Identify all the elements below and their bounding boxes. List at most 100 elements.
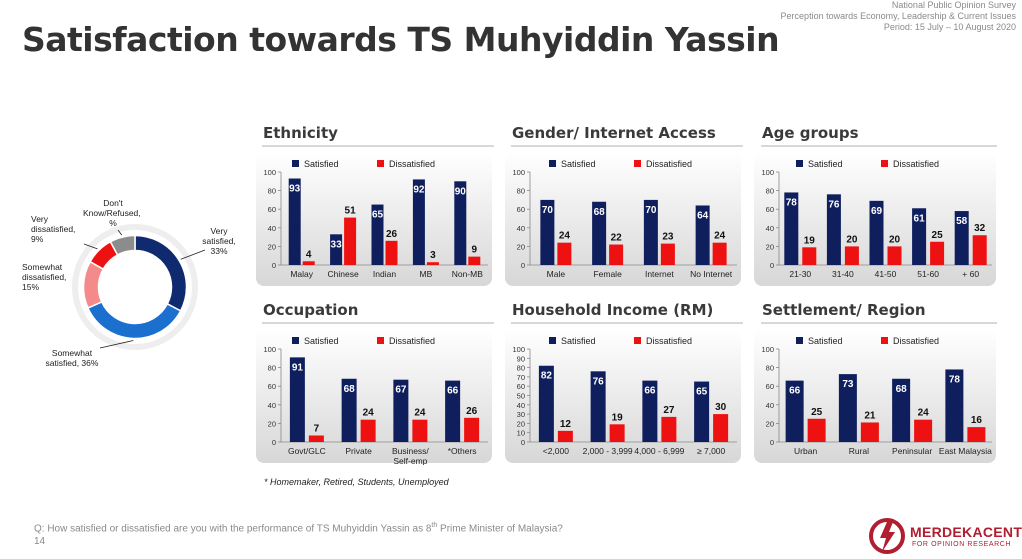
bar-satisfied — [540, 199, 555, 265]
y-tick-label: 100 — [761, 168, 774, 177]
data-label-dissatisfied: 24 — [714, 231, 726, 242]
bar-dissatisfied — [344, 217, 357, 265]
panel-divider — [511, 322, 743, 324]
category-label: Malay — [290, 269, 313, 279]
bar-satisfied — [454, 181, 467, 265]
data-label-satisfied: 70 — [542, 205, 554, 216]
bar-satisfied — [785, 380, 804, 442]
footnote: * Homemaker, Retired, Students, Unemploy… — [264, 477, 449, 487]
bar-dissatisfied — [860, 422, 879, 442]
bar-satisfied — [412, 179, 425, 265]
question-superscript: th — [431, 522, 438, 529]
y-tick-label: 20 — [766, 419, 774, 428]
bar-satisfied — [341, 378, 357, 442]
bar-dissatisfied — [468, 256, 481, 265]
header-line-period: Period: 15 July – 10 August 2020 — [883, 22, 1016, 32]
bar-satisfied — [592, 201, 607, 265]
bar-satisfied — [945, 369, 964, 442]
bar-satisfied — [330, 234, 343, 265]
category-label: 2,000 - 3,999 — [583, 446, 633, 456]
donut-slice-label: Very dissatisfied, 9% — [31, 214, 75, 244]
report-header: National Public Opinion Survey Perceptio… — [781, 0, 1016, 33]
legend-label-satisfied: Satisfied — [808, 159, 843, 169]
legend-swatch-satisfied — [292, 160, 299, 167]
legend-swatch-satisfied — [796, 160, 803, 167]
header-line-survey: National Public Opinion Survey — [891, 0, 1016, 10]
category-label: MB — [420, 269, 433, 279]
y-tick-label: 40 — [766, 401, 774, 410]
y-tick-label: 100 — [263, 168, 276, 177]
data-label-dissatisfied: 24 — [559, 231, 571, 242]
panel-title-income: Household Income (RM) — [512, 301, 714, 319]
donut-slice-label: Don't Know/Refused, % — [83, 198, 143, 228]
legend-swatch-dissatisfied — [634, 337, 641, 344]
data-label-satisfied: 90 — [455, 186, 467, 197]
bar-satisfied — [393, 379, 409, 442]
merdeka-center-logo: MERDEKACENTER FOR OPINION RESEARCH — [868, 516, 1022, 556]
legend-swatch-dissatisfied — [377, 160, 384, 167]
data-label-dissatisfied: 26 — [386, 229, 398, 240]
y-tick-label: 0 — [272, 438, 276, 447]
bar-dissatisfied — [972, 235, 987, 265]
legend-swatch-satisfied — [292, 337, 299, 344]
logo-icon — [869, 518, 905, 554]
data-label-satisfied: 33 — [331, 239, 343, 250]
legend-label-dissatisfied: Dissatisfied — [389, 336, 435, 346]
data-label-dissatisfied: 20 — [846, 234, 858, 245]
logo-subtitle: FOR OPINION RESEARCH — [912, 541, 1012, 548]
y-tick-label: 90 — [517, 354, 525, 363]
category-label: Non-MB — [452, 269, 484, 279]
bar-dissatisfied — [302, 261, 315, 265]
data-label-satisfied: 66 — [789, 386, 801, 397]
data-label-dissatisfied: 24 — [363, 408, 375, 419]
data-label-satisfied: 73 — [842, 379, 854, 390]
y-tick-label: 80 — [766, 364, 774, 373]
data-label-satisfied: 66 — [447, 386, 459, 397]
y-tick-label: 100 — [512, 345, 525, 354]
bar-satisfied — [954, 211, 969, 265]
data-label-dissatisfied: 20 — [889, 234, 901, 245]
panel-title-age: Age groups — [762, 124, 859, 142]
bar-dissatisfied — [802, 247, 817, 265]
data-label-satisfied: 66 — [644, 386, 656, 397]
category-label: Business/Self-emp — [392, 446, 429, 465]
category-label: Internet — [645, 269, 674, 279]
bar-dissatisfied — [609, 244, 624, 265]
bar-satisfied — [838, 374, 857, 442]
donut-slice-label: Very satisfied, 33% — [202, 226, 236, 256]
y-tick-label: 20 — [268, 419, 276, 428]
y-tick-label: 50 — [517, 392, 525, 401]
panel-title-settlement: Settlement/ Region — [762, 301, 926, 319]
y-tick-label: 30 — [517, 410, 525, 419]
y-tick-label: 80 — [766, 187, 774, 196]
category-label: Govt/GLC — [288, 446, 326, 456]
category-label: 4,000 - 6,999 — [634, 446, 684, 456]
y-tick-label: 0 — [521, 261, 525, 270]
bar-satisfied — [538, 365, 554, 442]
data-label-dissatisfied: 21 — [864, 410, 876, 421]
data-label-satisfied: 68 — [344, 384, 356, 395]
y-tick-label: 80 — [268, 364, 276, 373]
category-label: Peninsular — [892, 446, 932, 456]
bar-dissatisfied — [967, 427, 986, 442]
y-tick-label: 40 — [517, 224, 525, 233]
logo-wordmark: MERDEKACENTER — [910, 524, 1022, 540]
legend-label-dissatisfied: Dissatisfied — [893, 336, 939, 346]
panel-divider — [761, 322, 997, 324]
chart-background — [256, 329, 492, 463]
donut-slice-label: Somewhat satisfied, 36% — [46, 348, 99, 368]
y-tick-label: 100 — [761, 345, 774, 354]
legend-swatch-satisfied — [796, 337, 803, 344]
age-groups-bar-chart: 0 20 40 60 80 100 Satisfied Dissatisfied 78 19 21-… — [754, 152, 996, 286]
legend-label-satisfied: Satisfied — [808, 336, 843, 346]
category-label: Urban — [794, 446, 817, 456]
donut-leader-line — [99, 340, 134, 349]
settlement-region-bar-chart: 0 20 40 60 80 100 Satisfied Dissatisfied 66 25 Urb… — [754, 329, 996, 463]
question-text-end: Prime Minister of Malaysia? — [437, 523, 563, 535]
category-label: No Internet — [690, 269, 733, 279]
y-tick-label: 60 — [517, 382, 525, 391]
bar-satisfied — [643, 199, 658, 265]
legend-swatch-dissatisfied — [881, 337, 888, 344]
data-label-dissatisfied: 25 — [811, 407, 823, 418]
